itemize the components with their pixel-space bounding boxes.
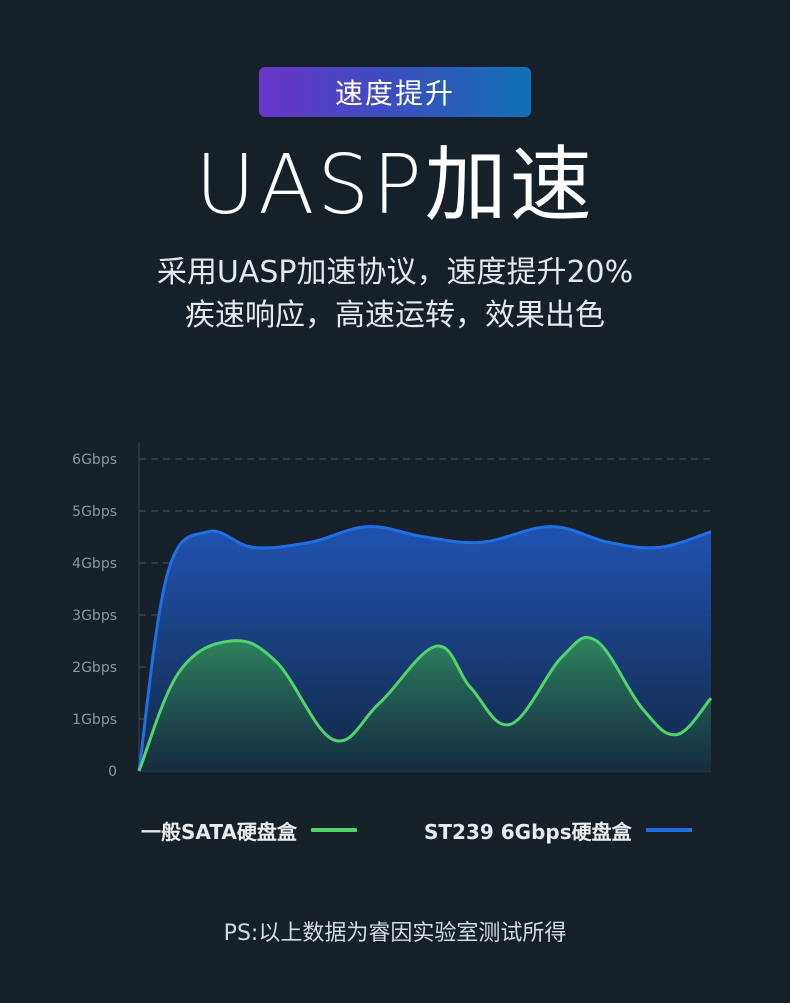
subtitle-line-1: 采用UASP加速协议，速度提升20%: [156, 255, 634, 290]
y-axis-labels: 0 1Gbps 2Gbps 3Gbps 4Gbps 5Gbps 6Gbps: [72, 452, 117, 780]
y-tick-label: 1Gbps: [72, 712, 117, 728]
subtitle-line-2: 疾速响应，高速运转，效果出色: [185, 298, 605, 333]
speed-badge: 速度提升: [259, 67, 531, 117]
y-tick-label: 2Gbps: [72, 660, 117, 676]
legend-label-sata: 一般SATA硬盘盒: [141, 819, 297, 844]
legend-swatch-green: [310, 828, 357, 832]
series-line-sata: [137, 635, 713, 772]
y-tick-label: 6Gbps: [72, 452, 117, 468]
legend-label-st239: ST239 6Gbps硬盘盒: [424, 819, 632, 844]
y-tick-label: 5Gbps: [72, 504, 117, 520]
page-title: UASP加速: [195, 138, 595, 233]
y-tick-label: 3Gbps: [72, 608, 117, 624]
y-tick-label: 0: [108, 764, 117, 780]
legend-item-sata: 一般SATA硬盘盒: [141, 816, 357, 844]
series-line-st239: [137, 525, 712, 772]
speed-chart: 0 1Gbps 2Gbps 3Gbps 4Gbps 5Gbps 6Gbps: [72, 443, 713, 780]
series-areas: [139, 526, 711, 771]
legend-item-st239: ST239 6Gbps硬盘盒: [424, 816, 692, 844]
series-lines: [137, 525, 713, 772]
footnote: PS:以上数据为睿因实验室测试所得: [223, 921, 567, 946]
legend-swatch-blue: [645, 828, 692, 832]
y-tick-label: 4Gbps: [72, 556, 117, 572]
